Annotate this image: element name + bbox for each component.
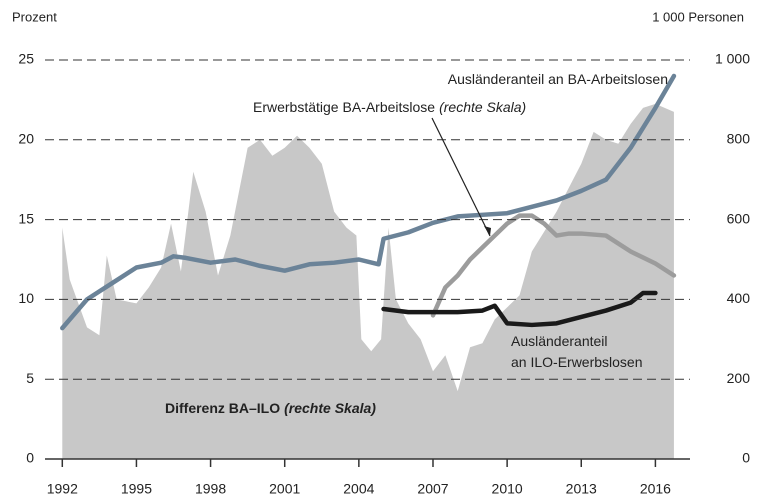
x-tick-label: 2007	[417, 481, 448, 497]
area	[62, 103, 674, 459]
y2-tick-label: 1 000	[715, 51, 750, 67]
x-tick-label: 2016	[640, 481, 671, 497]
y-tick-label: 20	[18, 131, 34, 147]
y-tick-label: 15	[18, 210, 34, 226]
series-label: Ausländeranteil an ILO-Erwerbslosen	[511, 333, 643, 370]
annotation-arrow	[431, 117, 491, 237]
line	[430, 213, 677, 318]
right-axis-label: 1 000 Personen	[652, 9, 744, 24]
left-axis-label: Prozent	[12, 9, 57, 24]
series-name: Ausländeranteil an BA-Arbeitslosen	[448, 71, 668, 87]
plot-area: 0 5 10 15 20 25 0 200 400 600 800 1 000 1992 1995 1998…	[18, 51, 750, 497]
series-name: Differenz BA–ILO	[165, 400, 280, 416]
x-tick-label: 1992	[47, 481, 78, 497]
arrow-head	[484, 226, 491, 236]
line	[60, 73, 677, 331]
x-tick-label: 1998	[195, 481, 226, 497]
y-tick-label: 25	[18, 51, 34, 67]
x-tick-label: 2013	[566, 481, 597, 497]
series-label: Differenz BA–ILO (rechte Skala)	[165, 400, 376, 416]
series-label: Erwerbstätige BA-Arbeitslose (rechte Skal…	[253, 99, 526, 115]
label-line: Ausländeranteil	[511, 333, 608, 349]
x-tick-label: 1995	[121, 481, 152, 497]
x-tick-label: 2010	[492, 481, 523, 497]
y2-tick-label: 400	[727, 290, 751, 306]
y-tick-label: 0	[26, 450, 34, 466]
series-note: (rechte Skala)	[439, 99, 526, 115]
x-tick-label: 2001	[269, 481, 300, 497]
series-label: Ausländeranteil an BA-Arbeitslosen	[448, 71, 668, 87]
x-tick-label: 2004	[343, 481, 374, 497]
series-name: Erwerbstätige BA-Arbeitslose	[253, 99, 435, 115]
y2-tick-label: 0	[742, 450, 750, 466]
y2-tick-label: 800	[727, 131, 751, 147]
y-tick-label: 5	[26, 370, 34, 386]
y-tick-label: 10	[18, 290, 34, 306]
label-line: an ILO-Erwerbslosen	[511, 354, 643, 370]
series-note: (rechte Skala)	[284, 400, 376, 416]
y2-tick-label: 200	[727, 370, 751, 386]
y2-tick-label: 600	[727, 210, 751, 226]
line	[381, 290, 658, 328]
